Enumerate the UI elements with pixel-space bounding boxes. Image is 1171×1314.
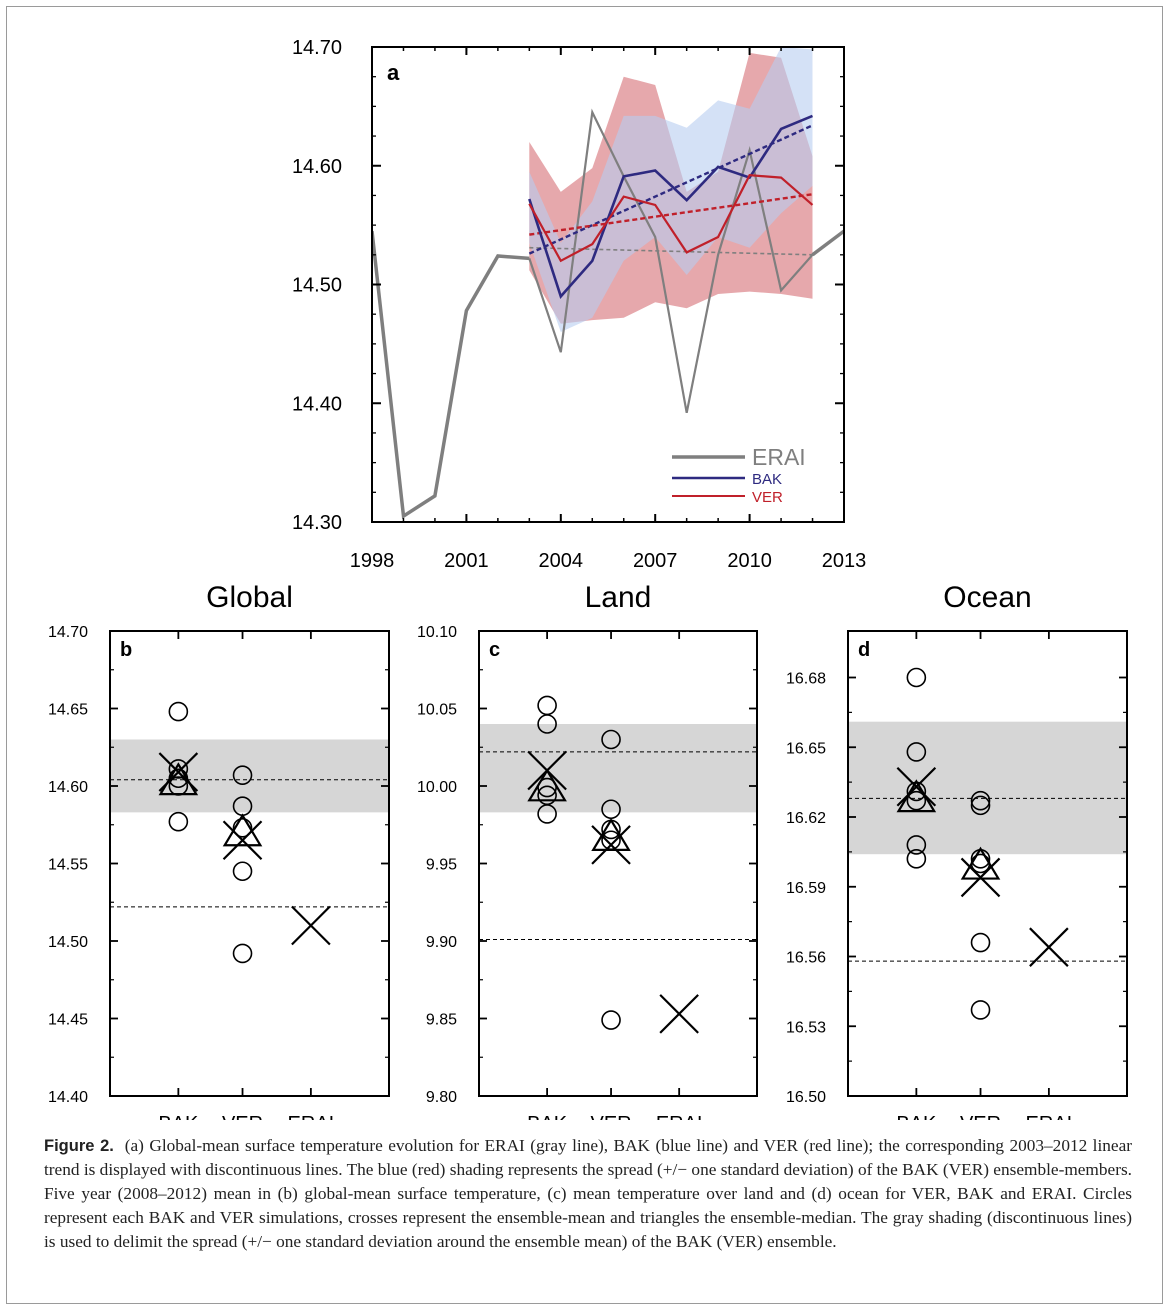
panel-c-x-tick-label: VER	[590, 1113, 631, 1120]
x-tick-label: 2013	[822, 550, 867, 572]
panel-c-member-ver	[601, 729, 621, 750]
panel-d-member-bak	[906, 742, 927, 762]
legend-label-erai: ERAI	[752, 444, 806, 470]
panel-d-y-tick-label: 16.56	[786, 950, 826, 967]
panel-b-mean-erai	[291, 905, 331, 946]
panel-d-member-bak	[906, 667, 927, 688]
panel-label: a	[387, 60, 400, 85]
figure-svg: 1998 2001 2004 2007 2010 2013 14.30 14.40 14.50 1…	[48, 37, 1128, 1120]
caption-text: (a) Global-mean surface temperature evol…	[44, 1136, 1133, 1251]
panel-d-member-ver	[970, 1000, 991, 1020]
panel-d-y-tick-label: 16.59	[786, 880, 826, 897]
panel-d-member-ver	[970, 795, 991, 816]
panel-d-mean-erai	[1029, 927, 1069, 967]
panel-b-member-bak	[168, 811, 189, 832]
panel-c-member-bak	[537, 714, 557, 734]
panel-d-member-ver	[970, 790, 991, 811]
panel-d-frame	[847, 630, 1128, 1097]
panel-d-member-bak	[906, 835, 927, 855]
erai-line-end	[811, 229, 844, 257]
panel-c-title: Land	[585, 581, 652, 614]
panel-d-y-tick-label: 16.62	[786, 810, 826, 827]
panel-b-member-bak	[168, 759, 189, 779]
x-tick-label: 2010	[727, 550, 772, 572]
panel-c-y-tick-label: 9.95	[426, 857, 457, 874]
legend-label-bak: BAK	[752, 471, 782, 488]
ver-line	[528, 174, 814, 263]
panel-d-member-bak	[906, 790, 927, 811]
panel-b-member-ver	[232, 943, 253, 964]
trend-bak	[528, 124, 814, 255]
panel-d-spread-band	[848, 721, 1127, 855]
panel-c-y-tick-label: 9.90	[426, 934, 457, 951]
panel-d-label: d	[858, 639, 870, 661]
panel-b-mean-bak	[158, 752, 199, 792]
panel-d-y-tick-label: 16.65	[786, 740, 826, 757]
panel-c-member-bak	[537, 695, 557, 716]
panel-c-member-ver	[601, 830, 621, 851]
y-tick-label: 14.40	[292, 393, 342, 415]
panel-d-member-bak	[906, 849, 927, 869]
panel-c-member-ver	[601, 1010, 621, 1030]
panel-d-member-ver	[970, 932, 991, 953]
panel-d-x-tick-label: ERAI	[1026, 1113, 1073, 1120]
panel-b-y-tick-label: 14.55	[48, 857, 88, 874]
panel-b-frame	[109, 630, 390, 1097]
panel-c-x-tick-label: ERAI	[656, 1113, 703, 1120]
panel-c-y-tick-label: 10.05	[417, 702, 457, 719]
panel-a-plot	[372, 47, 844, 520]
panel-b-x-tick-label: ERAI	[288, 1113, 335, 1120]
legend-label-ver: VER	[752, 489, 783, 506]
panel-c-mean-bak	[527, 750, 567, 791]
panel-b-mean-ver	[222, 820, 263, 861]
panel-b-member-bak	[168, 701, 189, 722]
panel-d-y-tick-label: 16.53	[786, 1019, 826, 1036]
panel-c-member-bak	[537, 804, 557, 824]
panel-d-x-tick-label: BAK	[896, 1113, 937, 1120]
x-tick-label: 1998	[350, 550, 395, 572]
panel-b-y-tick-label: 14.40	[48, 1089, 88, 1106]
panel-c-y-tick-label: 9.80	[426, 1089, 457, 1106]
panel-d-mean-ver	[960, 857, 1001, 898]
panel-d-y-tick-label: 16.50	[786, 1089, 826, 1106]
panel-c-mean-erai	[659, 994, 699, 1034]
erai-line-thick	[372, 230, 530, 520]
panel-c-label: c	[489, 639, 500, 661]
panel-c-y-tick-label: 9.85	[426, 1012, 457, 1029]
trend-erai	[529, 246, 813, 256]
x-tick-label: 2004	[539, 550, 584, 572]
x-tick-label: 2007	[633, 550, 678, 572]
panel-b-y-tick-label: 14.65	[48, 702, 88, 719]
y-tick-label: 14.60	[292, 156, 342, 178]
panel-b-title: Global	[206, 581, 293, 614]
y-tick-label: 14.50	[292, 275, 342, 297]
panel-c-spread-band	[479, 724, 757, 813]
panel-d-mean-bak	[896, 766, 937, 807]
panel-b-member-ver	[232, 765, 253, 785]
caption-label: Figure 2.	[44, 1137, 114, 1155]
panel-c-y-tick-label: 10.00	[417, 779, 457, 796]
panel-d-title: Ocean	[943, 581, 1031, 614]
panel-b-y-tick-label: 14.70	[48, 624, 88, 641]
panel-d-y-tick-label: 16.68	[786, 671, 826, 688]
panel-b-y-tick-label: 14.60	[48, 779, 88, 796]
y-tick-label: 14.70	[292, 37, 342, 59]
panel-b-x-tick-label: BAK	[158, 1113, 199, 1120]
panel-b-label: b	[120, 639, 132, 661]
bak-line	[528, 114, 813, 299]
panel-b-y-tick-label: 14.50	[48, 934, 88, 951]
panel-b-y-tick-label: 14.45	[48, 1012, 88, 1029]
panel-c-y-tick-label: 10.10	[417, 624, 457, 641]
x-tick-label: 2001	[444, 550, 489, 572]
figure-caption: Figure 2. (a) Global-mean surface temper…	[44, 1134, 1132, 1254]
panel-c-mean-ver	[591, 825, 631, 865]
panel-c-median-bak	[527, 768, 567, 802]
y-tick-label: 14.30	[292, 512, 342, 534]
panel-b-member-ver	[232, 818, 253, 838]
panel-d-x-tick-label: VER	[960, 1113, 1001, 1120]
panel-c-x-tick-label: BAK	[527, 1113, 568, 1120]
panel-b-x-tick-label: VER	[222, 1113, 263, 1120]
panel-b-member-ver	[232, 861, 253, 882]
panel-b-median-bak	[158, 762, 199, 796]
